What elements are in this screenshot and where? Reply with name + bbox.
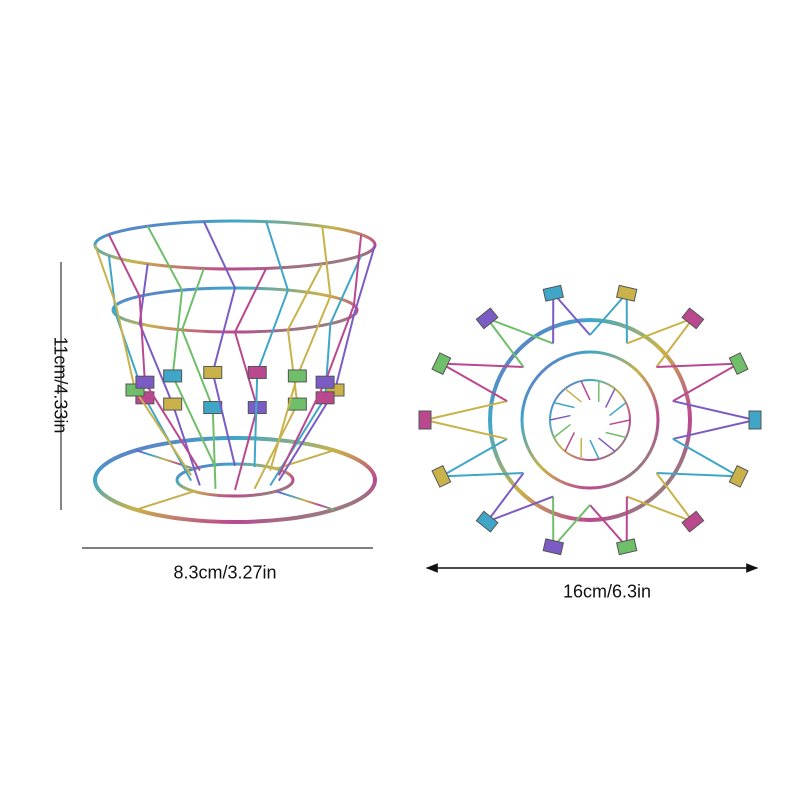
center-hook	[580, 380, 591, 401]
wire-clip	[475, 510, 499, 533]
wire-clip	[728, 352, 749, 375]
basket-wire	[269, 255, 363, 487]
base-spoke	[135, 490, 195, 511]
wire-clip	[431, 465, 452, 488]
center-hook	[553, 423, 571, 438]
wire-clip	[418, 410, 432, 430]
folded-basket	[93, 219, 377, 524]
basket-wire	[269, 226, 332, 471]
base-spoke	[275, 449, 335, 470]
center-hook	[589, 439, 600, 460]
basket-wire	[253, 221, 289, 468]
star-point-wire	[672, 400, 756, 440]
wire-clip	[247, 365, 267, 379]
star-point-wire	[656, 362, 740, 402]
wire-clip	[203, 401, 223, 415]
star-point-wire	[440, 438, 524, 478]
center-hook	[604, 388, 616, 408]
center-ring	[549, 379, 631, 461]
basket-wire	[278, 244, 376, 482]
wire-clip	[728, 465, 749, 488]
basket-wire	[138, 263, 201, 486]
basket-wire	[180, 268, 217, 489]
star-point-wire	[484, 472, 554, 524]
wire-clip	[748, 410, 762, 430]
inner-ring	[520, 350, 660, 490]
center-hook	[605, 431, 627, 439]
wire-clip	[681, 510, 705, 533]
star-point-wire	[656, 438, 740, 478]
star-point-wire	[424, 400, 508, 440]
wire-clip	[315, 375, 335, 389]
wire-clip	[542, 538, 564, 556]
wire-clip	[616, 538, 638, 556]
flat-width-label: 16cm/6.3in	[562, 581, 652, 602]
basket-wire	[202, 221, 237, 467]
wire-clip	[203, 365, 223, 379]
wire-clip	[287, 369, 307, 383]
wire-clip	[542, 284, 564, 302]
center-hook	[564, 432, 576, 452]
center-hook	[598, 437, 616, 452]
basket-wire	[277, 234, 363, 476]
basket-wire	[233, 267, 268, 491]
center-hook	[609, 402, 627, 417]
center-hook	[564, 388, 582, 403]
wire-clip	[431, 352, 452, 375]
center-hook	[549, 414, 571, 421]
basket-width-label: 8.3cm/3.27in	[173, 562, 277, 583]
wire-clip	[616, 284, 638, 302]
star-point-wire	[626, 472, 696, 524]
mid-rim	[111, 286, 359, 334]
height-label: 11cm/4.33in	[50, 336, 71, 434]
flattened-filter	[418, 284, 762, 556]
basket-wire	[94, 244, 192, 476]
wire-clip	[315, 391, 335, 405]
star-point-wire	[484, 316, 554, 368]
basket-wire	[253, 263, 324, 490]
wire-clip	[135, 375, 155, 389]
basket-wire	[107, 234, 201, 472]
star-point-wire	[626, 316, 696, 368]
wire-clip	[681, 307, 705, 330]
wire-clip	[163, 397, 183, 411]
basket-wire	[146, 225, 217, 468]
base-spoke	[275, 490, 335, 511]
top-rim	[93, 219, 377, 271]
outer-ring	[488, 318, 692, 522]
center-hook	[609, 419, 631, 426]
wire-clip	[475, 307, 499, 330]
center-hook	[553, 401, 575, 409]
wire-clip	[163, 369, 183, 383]
star-point-wire	[440, 362, 524, 402]
